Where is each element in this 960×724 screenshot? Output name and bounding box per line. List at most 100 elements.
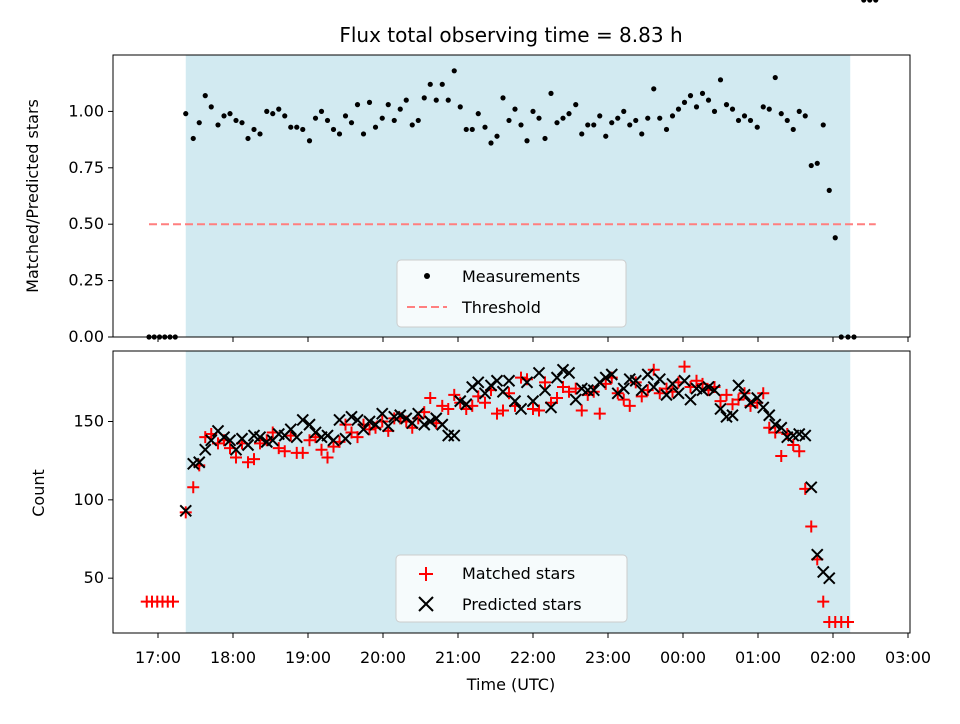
predicted-star-point [526,394,540,408]
predicted-star-point [708,383,721,397]
measurement-point [190,135,196,142]
predicted-star-point [520,376,534,389]
matched-star-point [617,393,630,406]
matched-star-point [187,481,200,494]
predicted-star-point [569,393,582,406]
measurement-point [790,126,796,133]
measurement-point [585,122,591,128]
measurement-point [282,113,288,119]
measurement-point [451,68,457,74]
matched-star-point [479,396,491,409]
measurement-point [482,124,488,130]
bottom-legend-box [395,554,628,623]
predicted-star-point [406,416,419,430]
matched-star-point [321,451,334,464]
measurement-point [741,113,748,119]
measurement-point [463,126,469,133]
predicted-star-point [732,379,745,392]
matched-star-point [714,395,727,408]
measurement-point [276,106,282,112]
measurement-point [560,115,566,121]
measurement-point [196,120,202,126]
predicted-star-point [412,407,425,420]
measurement-point [729,106,736,112]
predicted-star-point [562,366,576,380]
predicted-star-point [738,388,751,402]
predicted-star-point [684,393,697,406]
predicted-star-point [514,402,528,416]
predicted-star-point [587,383,600,397]
predicted-star-point [376,407,389,420]
predicted-star-point [508,394,522,408]
measurement-point [239,120,245,126]
matched-star-point [179,506,192,519]
measurement-point [221,113,227,119]
measurement-point [385,102,391,108]
predicted-star-point [382,419,395,433]
measurement-point [873,0,879,3]
predicted-star-point [696,383,709,397]
measurement-point [202,93,208,99]
predicted-star-point [617,382,630,395]
measurement-point [500,95,506,101]
matched-star-point [720,388,733,401]
measurement-point [433,97,439,103]
measurement-point [215,122,221,128]
measurement-point [439,81,445,87]
matched-star-point [575,404,588,417]
measurement-point [645,115,651,121]
measurement-point [415,117,421,124]
predicted-star-point [436,418,449,431]
predicted-star-point [647,380,660,394]
top-panel-y-ticks: 0.00 0.25 0.50 0.75 1.00 [68,101,113,346]
predicted-star-point [496,385,510,398]
measurement-point [524,138,530,144]
measurement-point [760,104,766,110]
predicted-star-point [751,391,764,405]
matched-star-point [539,376,551,389]
top-panel-y-axis-label: Matched/Predicted stars [23,99,42,293]
predicted-star-point [454,394,467,408]
measurement-point [208,104,214,110]
predicted-star-point [629,374,642,387]
measurement-point [573,102,579,108]
measurement-point [603,133,609,139]
measurement-point [826,187,832,193]
predicted-star-point [757,401,770,414]
measurement-point [597,113,603,119]
x-tick-label: 23:00 [585,648,631,667]
matched-star-point [315,443,328,456]
predicted-star-point [635,383,648,397]
predicted-star-point [290,430,303,444]
measurement-point [735,117,742,124]
measurement-point [183,111,189,117]
measurement-point [808,162,814,169]
measurement-point [379,115,385,121]
measurement-point [627,122,633,128]
predicted-star-point [678,374,691,387]
predicted-star-point [418,418,431,431]
measurement-point [778,111,784,117]
predicted-star-point [284,423,297,436]
top-panel-x-ticks [157,337,909,342]
matched-star-point [775,449,788,462]
predicted-star-point [351,413,364,427]
measurement-point [518,122,524,128]
legend-predicted-label: Predicted stars [462,595,582,614]
predicted-star-point [653,372,666,386]
legend-predicted-marker [418,596,434,612]
measurement-point [409,122,415,128]
predicted-star-point [726,409,739,422]
predicted-star-point [460,398,473,411]
measurement-point [330,126,337,133]
x-axis-label: Time (UTC) [466,675,555,694]
measurement-point [360,131,367,137]
predicted-star-point [702,380,715,394]
predicted-star-point [327,434,340,447]
predicted-star-point [538,383,552,397]
measurement-point [312,115,319,121]
x-tick-label: 01:00 [735,648,781,667]
matched-star-point [527,402,539,415]
matched-star-point [817,595,830,608]
measurement-point [306,138,313,144]
